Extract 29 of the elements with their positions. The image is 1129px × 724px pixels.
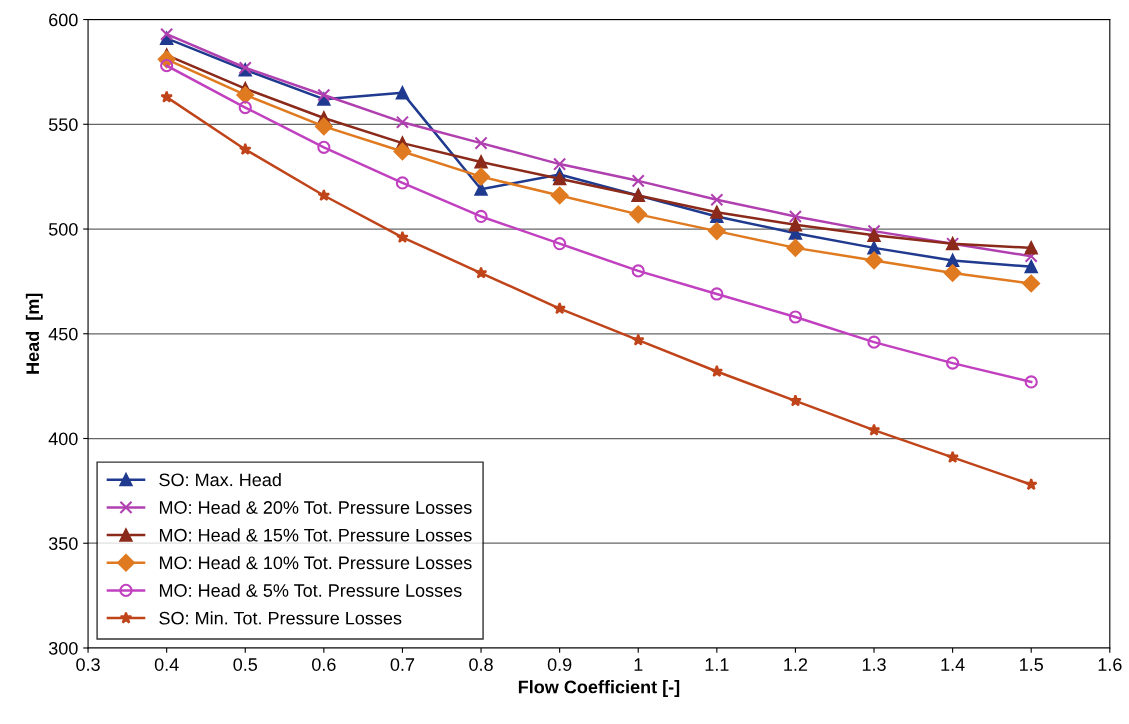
y-tick-label: 600: [49, 13, 78, 27]
x-tick-label: 1.1: [705, 658, 729, 671]
y-tick-label: 350: [48, 537, 78, 550]
x-tick-label: 0.8: [469, 658, 493, 671]
legend-label: MO: Head & 5% Tot. Pressure Losses: [159, 583, 462, 597]
legend-label: SO: Max. Head: [159, 472, 281, 487]
y-tick-label: 300: [48, 641, 78, 655]
y-tick-label: 400: [48, 432, 78, 446]
x-axis-title: Flow Coefficient [-]: [518, 680, 680, 697]
legend-label: SO: Min. Tot. Pressure Losses: [159, 611, 402, 625]
x-tick-label: 0.3: [76, 658, 100, 671]
x-tick-label: 1.4: [941, 658, 965, 671]
x-tick-label: 1.3: [862, 658, 886, 671]
x-tick-label: 0.7: [390, 658, 415, 671]
legend-label: MO: Head & 15% Tot. Pressure Losses: [159, 528, 472, 542]
x-tick-label: 1.6: [1098, 658, 1122, 671]
x-tick-label: 0.6: [312, 658, 336, 671]
legend-label: MO: Head & 10% Tot. Pressure Losses: [159, 555, 472, 570]
x-tick-label: 0.5: [233, 658, 258, 671]
x-tick-label: 1: [634, 658, 643, 671]
y-tick-label: 450: [48, 327, 78, 341]
x-tick-label: 0.9: [547, 658, 572, 671]
y-tick-label: 550: [48, 118, 78, 132]
y-tick-label: 500: [48, 222, 78, 236]
legend-label: MO: Head & 20% Tot. Pressure Losses: [159, 500, 472, 514]
x-tick-label: 1.2: [784, 658, 808, 671]
x-tick-label: 1.5: [1020, 658, 1044, 671]
y-axis-title: Head [m]: [25, 293, 43, 374]
x-tick-label: 0.4: [154, 658, 179, 671]
